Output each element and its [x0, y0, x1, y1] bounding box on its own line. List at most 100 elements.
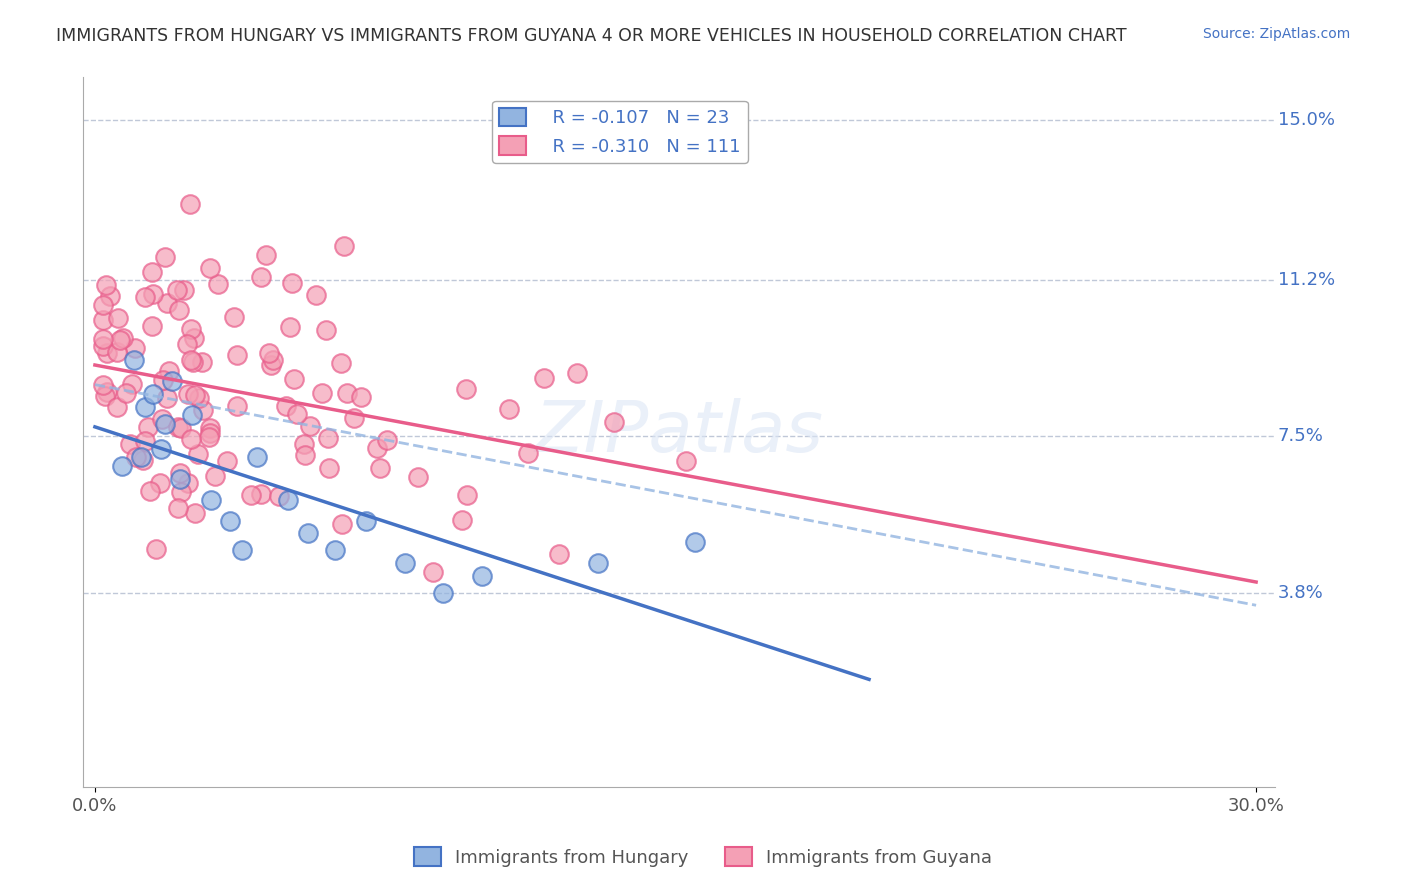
Point	[107, 311, 129, 326]
Point	[269, 489, 291, 503]
Point	[225, 399, 247, 413]
Text: 15.0%: 15.0%	[1278, 111, 1334, 128]
Point	[150, 412, 173, 426]
Point	[169, 302, 191, 317]
Point	[276, 399, 298, 413]
Point	[231, 543, 253, 558]
Point	[198, 430, 221, 444]
Point	[131, 450, 153, 465]
Point	[315, 323, 337, 337]
Text: IMMIGRANTS FROM HUNGARY VS IMMIGRANTS FROM GUYANA 4 OR MORE VEHICLES IN HOUSEHOL: IMMIGRANTS FROM HUNGARY VS IMMIGRANTS FR…	[56, 27, 1126, 45]
Point	[93, 339, 115, 353]
Point	[305, 288, 328, 302]
Point	[105, 400, 128, 414]
Point	[283, 372, 305, 386]
Point	[316, 431, 339, 445]
Point	[96, 345, 118, 359]
Point	[155, 250, 177, 264]
Point	[280, 277, 302, 291]
Point	[548, 547, 571, 561]
Point	[200, 492, 222, 507]
Point	[188, 392, 211, 406]
Point	[176, 336, 198, 351]
Point	[285, 407, 308, 421]
Point	[250, 270, 273, 285]
Point	[139, 483, 162, 498]
Point	[149, 475, 172, 490]
Point	[226, 348, 249, 362]
Point	[149, 442, 172, 456]
Point	[318, 461, 340, 475]
Point	[471, 568, 494, 582]
Point	[517, 446, 540, 460]
Point	[198, 421, 221, 435]
Point	[222, 310, 245, 325]
Point	[498, 401, 520, 416]
Point	[96, 385, 118, 400]
Point	[153, 417, 176, 431]
Point	[586, 556, 609, 570]
Point	[136, 420, 159, 434]
Point	[156, 296, 179, 310]
Point	[170, 485, 193, 500]
Point	[456, 488, 478, 502]
Point	[298, 418, 321, 433]
Point	[333, 239, 356, 253]
Point	[294, 448, 316, 462]
Point	[124, 342, 146, 356]
Point	[366, 441, 388, 455]
Point	[249, 487, 271, 501]
Point	[354, 514, 377, 528]
Point	[350, 390, 373, 404]
Point	[675, 454, 697, 468]
Point	[330, 356, 353, 370]
Point	[125, 450, 148, 464]
Text: Source: ZipAtlas.com: Source: ZipAtlas.com	[1202, 27, 1350, 41]
Text: 3.8%: 3.8%	[1278, 583, 1323, 601]
Point	[167, 500, 190, 515]
Point	[166, 283, 188, 297]
Point	[565, 366, 588, 380]
Point	[111, 458, 134, 473]
Point	[456, 382, 478, 396]
Point	[142, 287, 165, 301]
Point	[204, 469, 226, 483]
Point	[297, 526, 319, 541]
Point	[219, 514, 242, 528]
Point	[167, 420, 190, 434]
Legend: Immigrants from Hungary, Immigrants from Guyana: Immigrants from Hungary, Immigrants from…	[406, 840, 1000, 874]
Point	[191, 355, 214, 369]
Point	[141, 318, 163, 333]
Point	[134, 400, 156, 414]
Point	[254, 248, 277, 262]
Point	[181, 355, 204, 369]
Point	[277, 492, 299, 507]
Text: ZIPatlas: ZIPatlas	[534, 398, 824, 467]
Point	[311, 385, 333, 400]
Legend:   R = -0.107   N = 23,   R = -0.310   N = 111: R = -0.107 N = 23, R = -0.310 N = 111	[492, 101, 748, 163]
Point	[215, 454, 238, 468]
Point	[155, 391, 177, 405]
Text: 7.5%: 7.5%	[1278, 427, 1323, 445]
Point	[336, 386, 359, 401]
Point	[603, 415, 626, 429]
Point	[330, 517, 353, 532]
Point	[683, 535, 706, 549]
Point	[132, 452, 155, 467]
Point	[173, 284, 195, 298]
Point	[141, 264, 163, 278]
Point	[157, 364, 180, 378]
Point	[183, 331, 205, 345]
Point	[450, 513, 472, 527]
Point	[94, 277, 117, 292]
Point	[169, 472, 191, 486]
Point	[108, 333, 131, 347]
Point	[120, 437, 142, 451]
Point	[111, 331, 134, 345]
Point	[198, 260, 221, 275]
Point	[134, 290, 156, 304]
Point	[180, 322, 202, 336]
Point	[177, 476, 200, 491]
Point	[142, 387, 165, 401]
Point	[91, 312, 114, 326]
